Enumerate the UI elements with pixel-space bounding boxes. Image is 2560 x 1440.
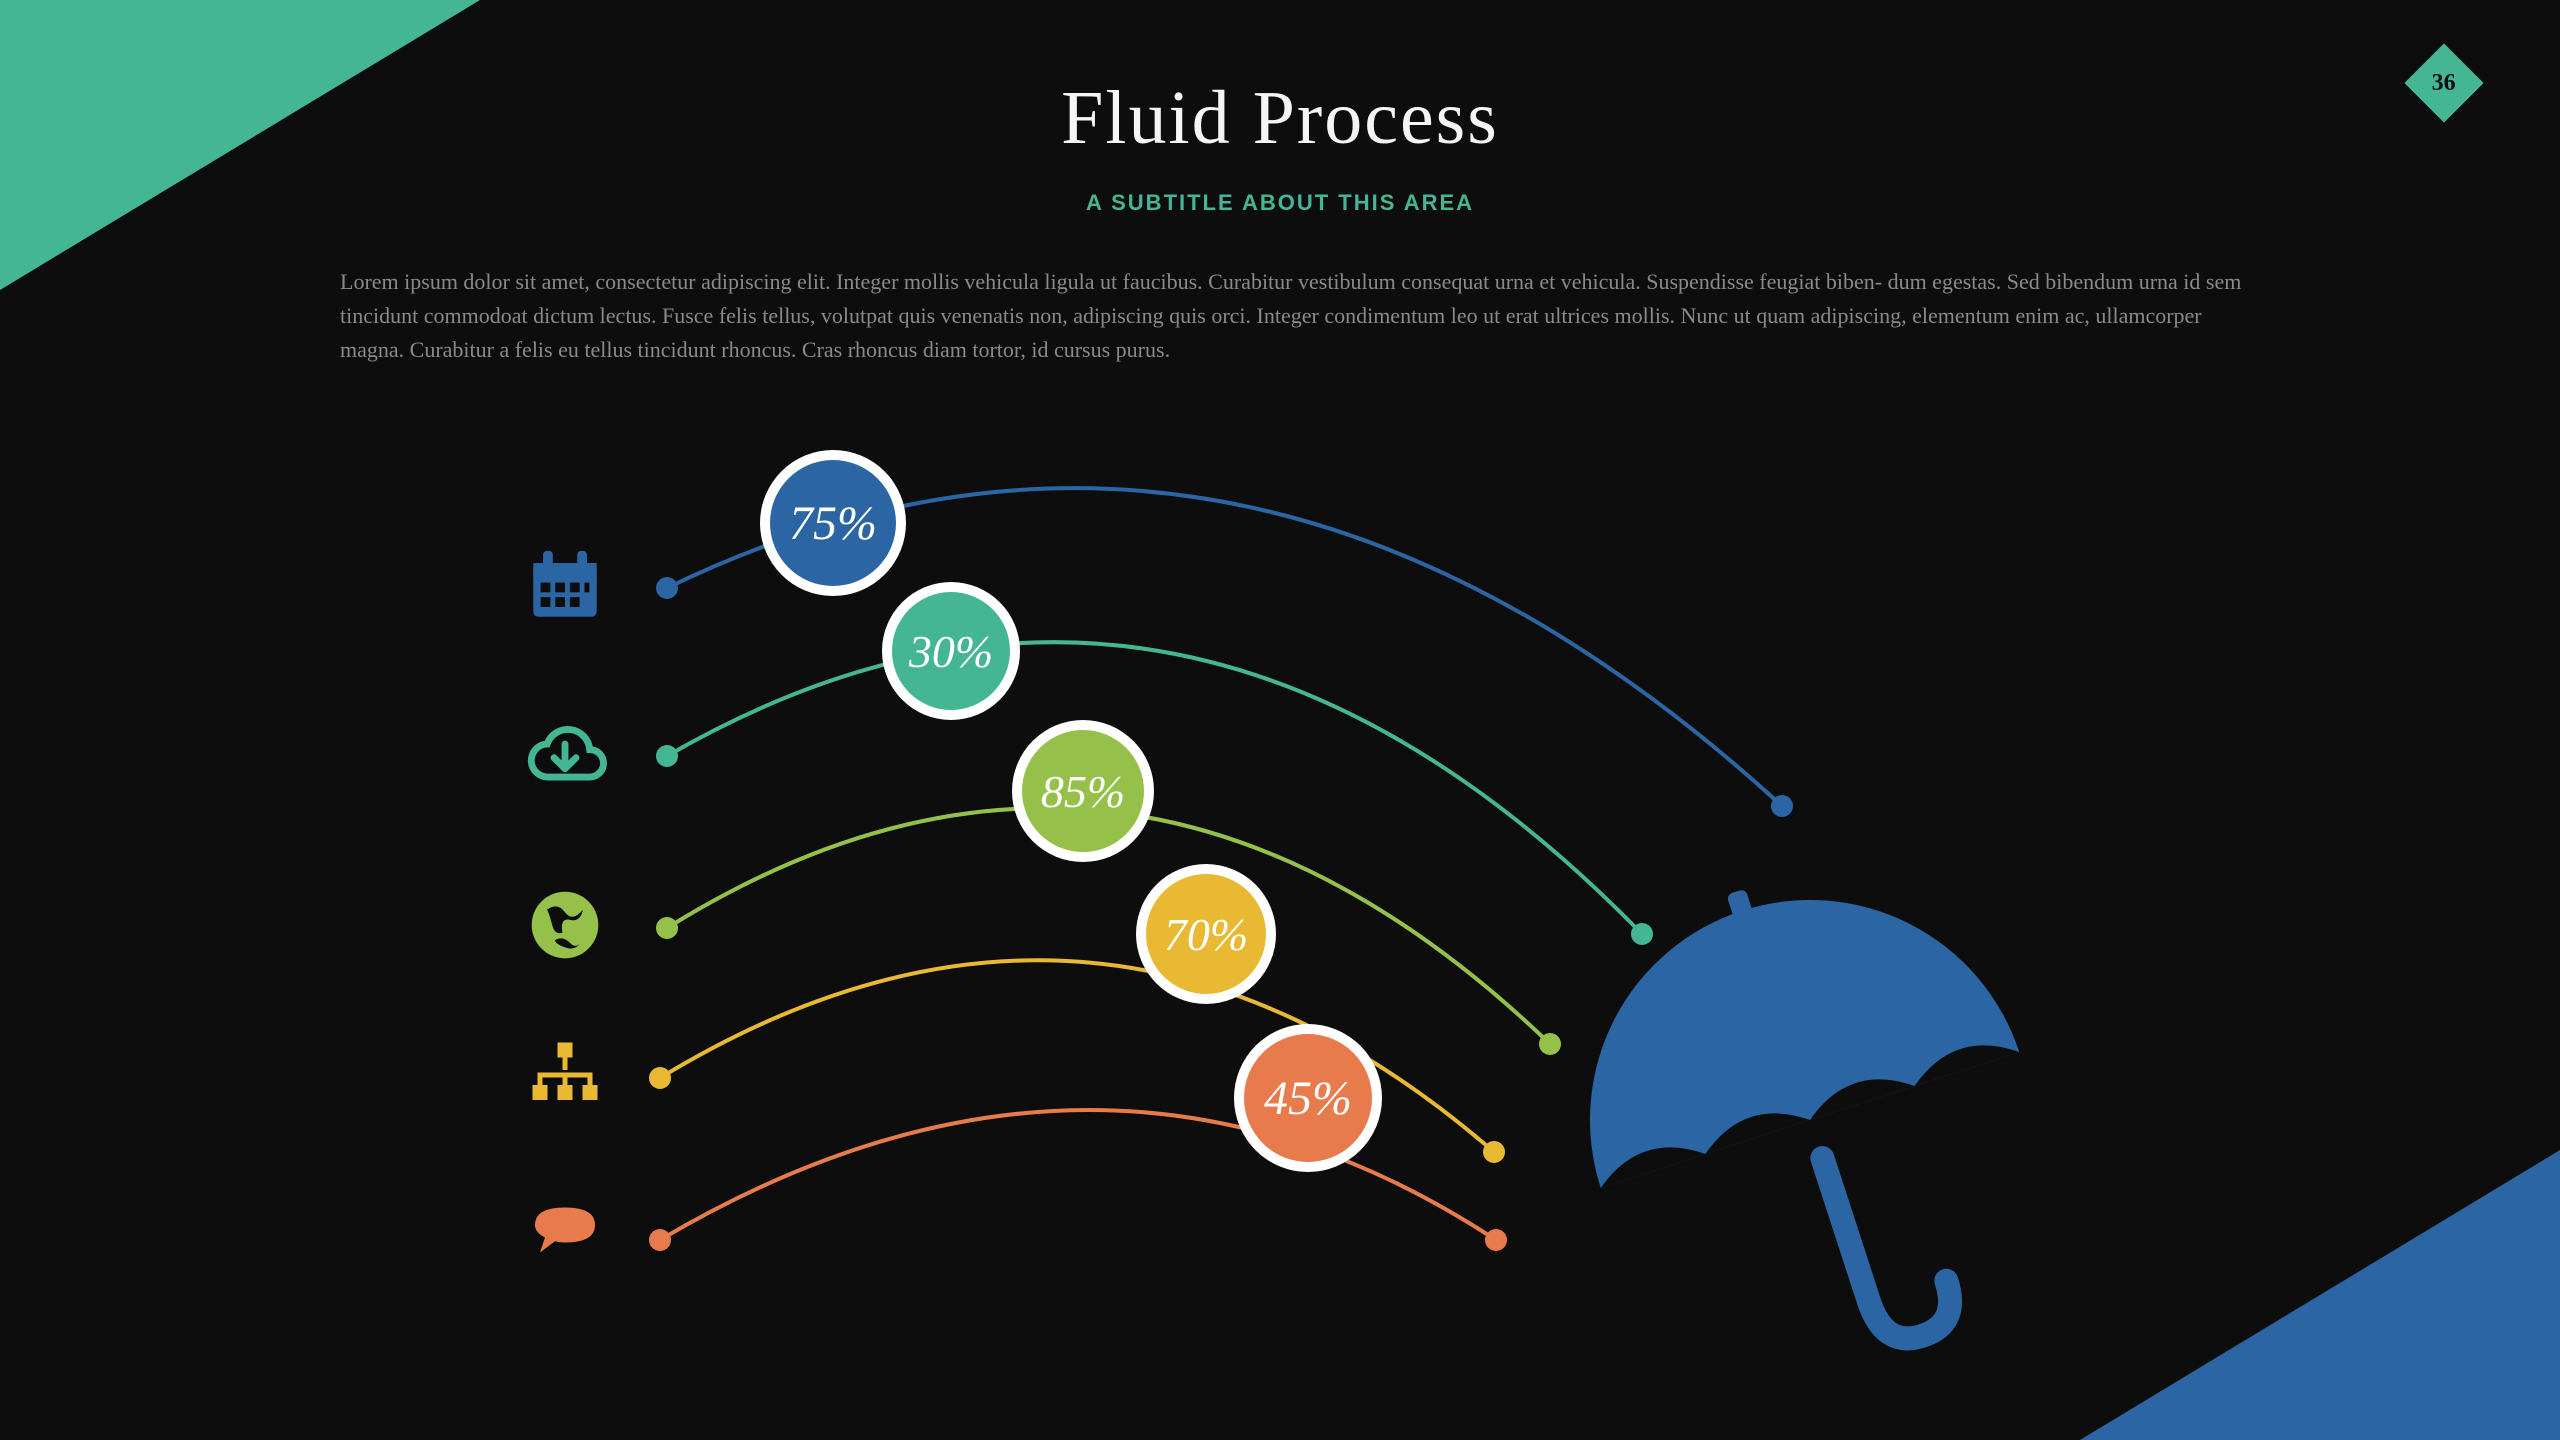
arc-start-dot-cloud [656,745,678,767]
slide-subtitle: A SUBTITLE ABOUT THIS AREA [0,190,2560,216]
arc-start-dot-globe [656,917,678,939]
arc-start-dot-sitemap [649,1067,671,1089]
sitemap-icon [520,1030,610,1120]
slide-title: Fluid Process [0,75,2560,162]
corner-triangle-bottom-right [2080,1150,2560,1440]
body-paragraph: Lorem ipsum dolor sit amet, consectetur … [340,265,2250,367]
percent-value-chat: 45% [1244,1034,1372,1162]
percent-circle-calendar: 75% [760,450,906,596]
percent-value-globe: 85% [1022,730,1144,852]
percent-value-sitemap: 70% [1146,874,1266,994]
percent-value-cloud: 30% [892,592,1010,710]
percent-circle-globe: 85% [1012,720,1154,862]
percent-value-calendar: 75% [770,460,896,586]
chat-icon [520,1190,610,1280]
arc-end-dot-calendar [1771,795,1793,817]
arc-end-dot-sitemap [1483,1141,1505,1163]
cloud-download-icon [520,710,610,800]
fluid-process-diagram: 75%30%85%70% 45% [460,440,2120,1400]
arc-start-dot-calendar [656,577,678,599]
umbrella-icon [1530,840,2090,1400]
percent-circle-chat: 45% [1234,1024,1382,1172]
arc-end-dot-chat [1485,1229,1507,1251]
globe-icon [520,880,610,970]
percent-circle-cloud: 30% [882,582,1020,720]
calendar-icon [520,540,610,630]
arc-start-dot-chat [649,1229,671,1251]
percent-circle-sitemap: 70% [1136,864,1276,1004]
